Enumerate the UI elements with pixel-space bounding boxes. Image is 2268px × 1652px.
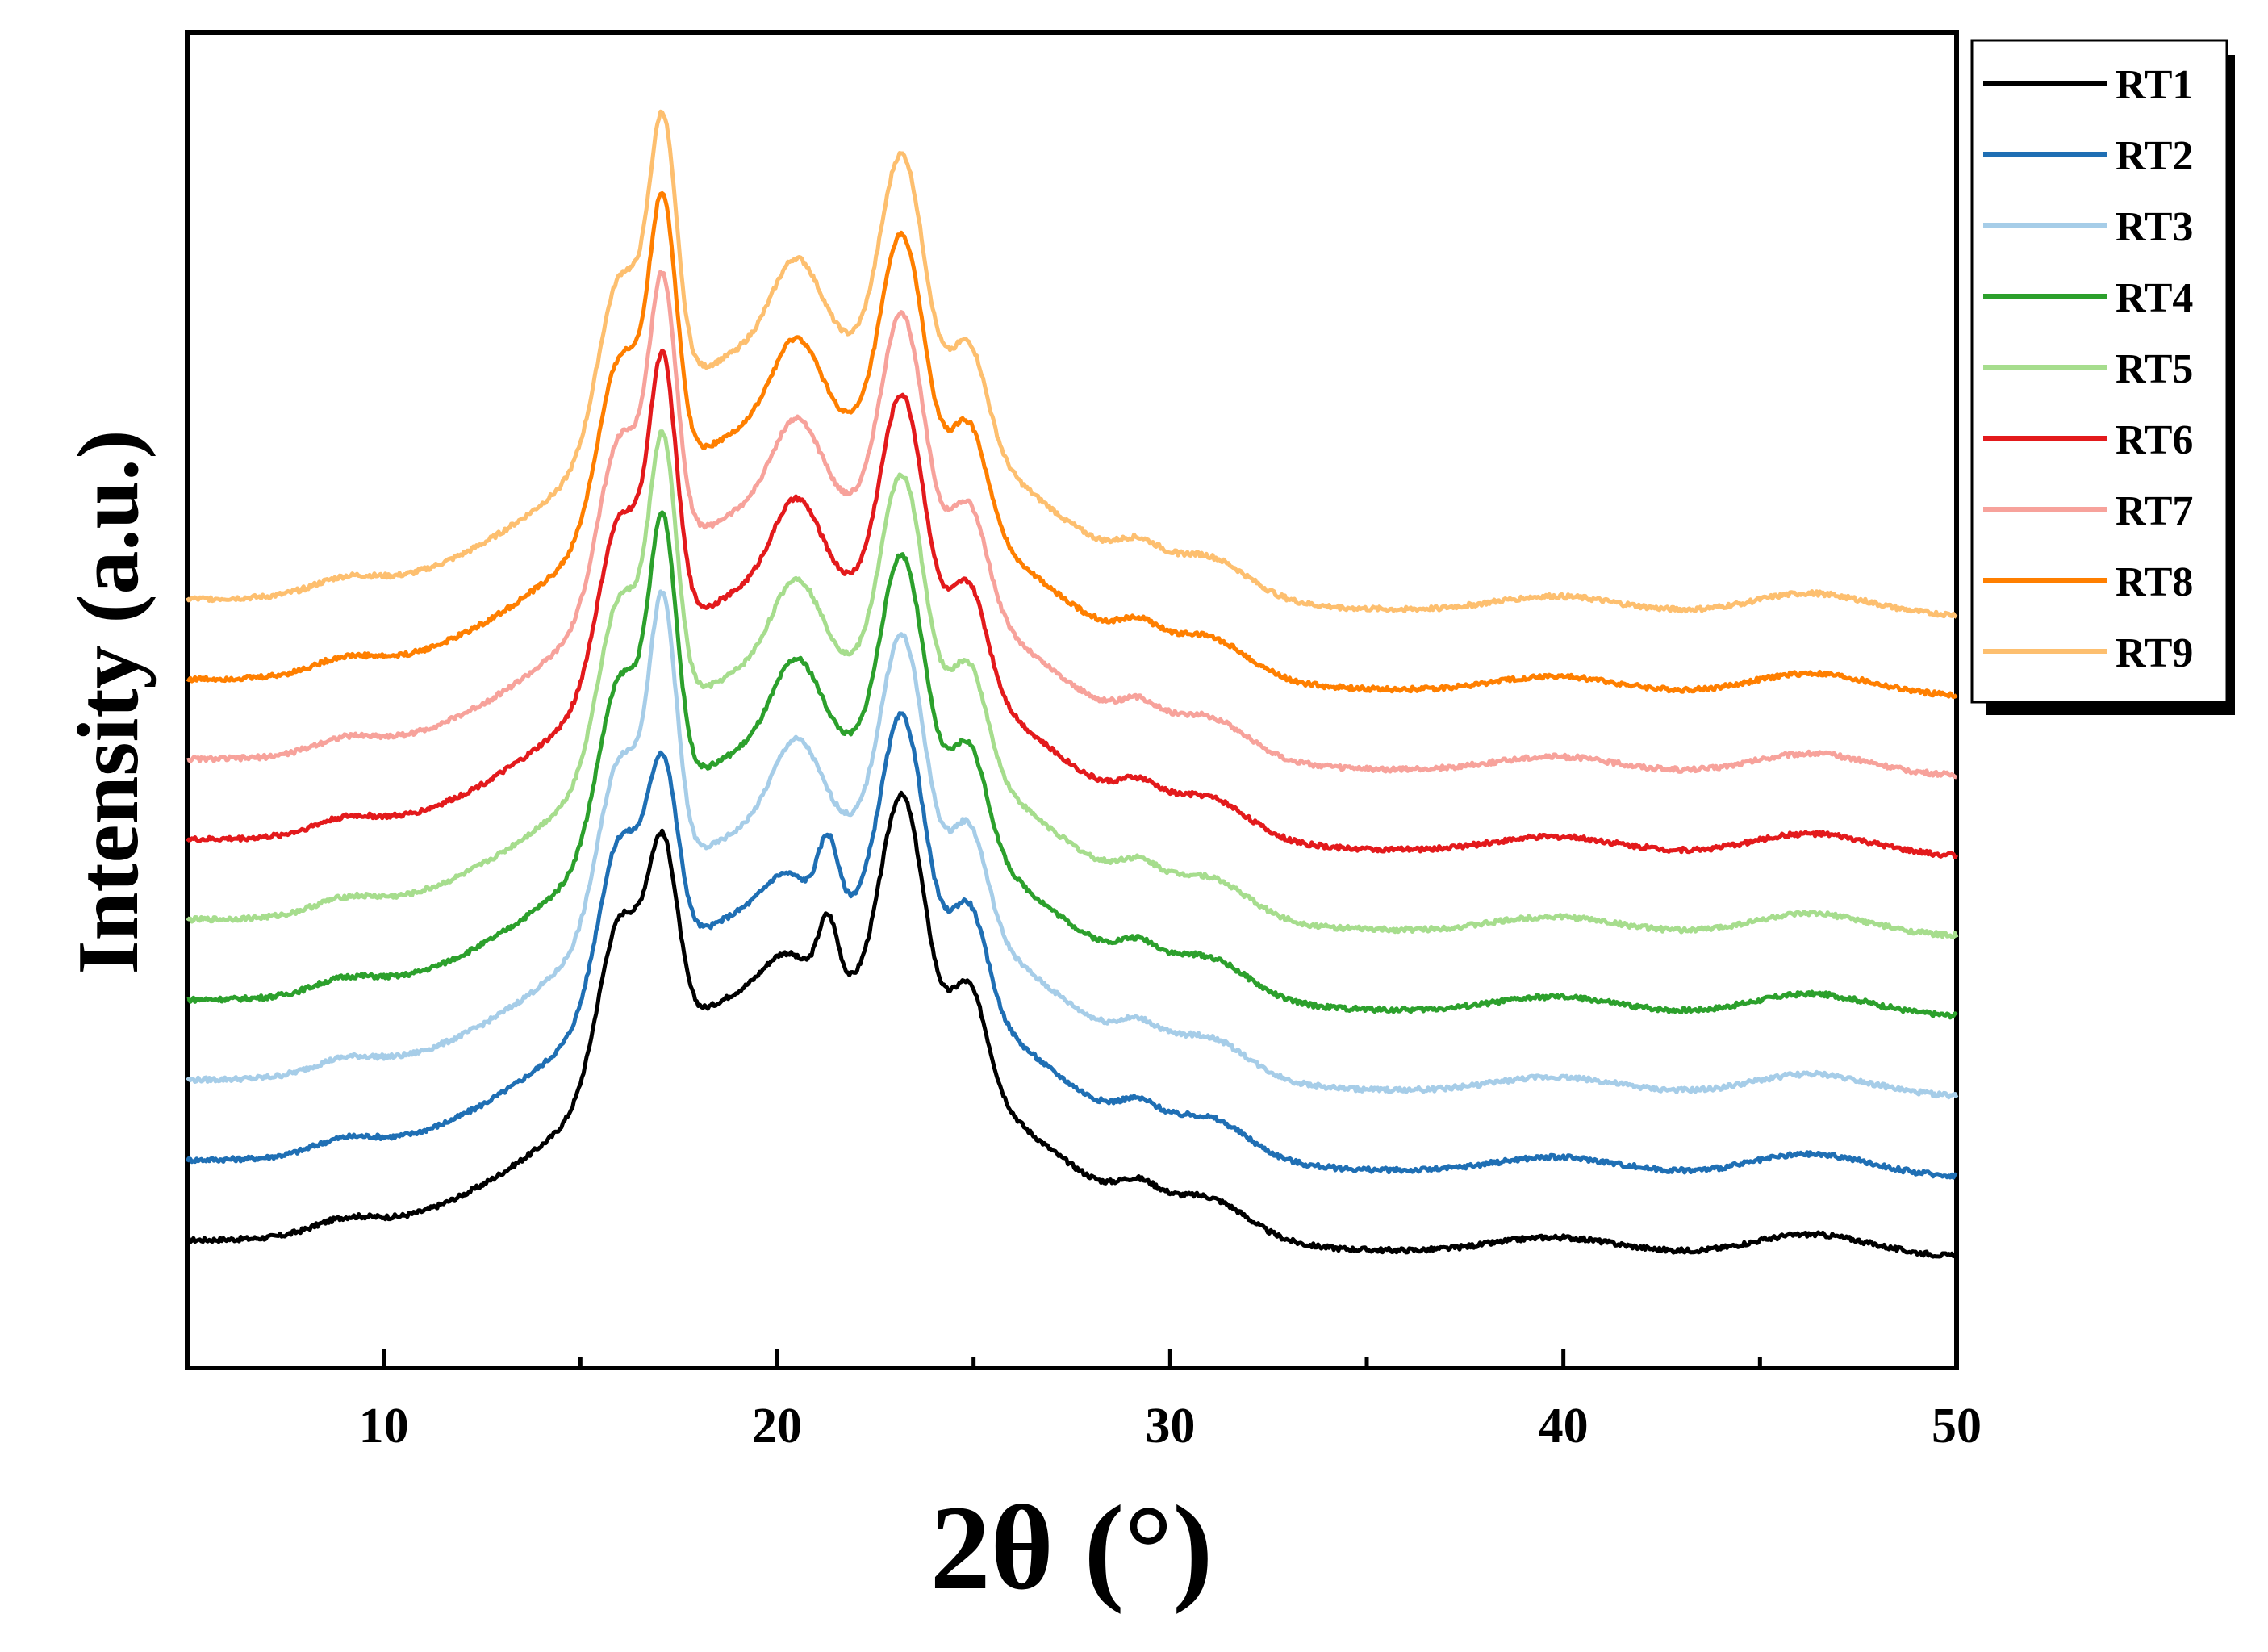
- y-axis-title: Intensity (a.u.): [61, 429, 157, 974]
- legend-label-rt9: RT9: [2116, 630, 2193, 676]
- plot-frame: [185, 30, 1959, 1370]
- legend-label-rt4: RT4: [2116, 275, 2193, 321]
- series-line-rt9: [185, 109, 1958, 619]
- ticks-group: 10 20 30 40 50: [185, 1349, 1982, 1453]
- legend-box: [1970, 39, 2228, 704]
- legend-label-rt6: RT6: [2116, 417, 2193, 463]
- series-line-rt6: [186, 348, 1959, 859]
- series-group: [185, 109, 1959, 1259]
- x-tick-label: 30: [1145, 1399, 1195, 1453]
- legend-label-rt1: RT1: [2116, 62, 2193, 108]
- series-line-rt1: [186, 790, 1959, 1259]
- legend-label-rt7: RT7: [2116, 488, 2193, 534]
- x-tick-label: 40: [1539, 1399, 1589, 1453]
- series-line-rt4: [186, 510, 1958, 1020]
- x-tick-label: 50: [1932, 1399, 1982, 1453]
- legend: RT1 RT2 RT3 RT4 RT5 RT6 RT7 RT8 RT9: [1970, 39, 2235, 715]
- legend-label-rt5: RT5: [2116, 346, 2193, 392]
- x-tick-label: 20: [752, 1399, 802, 1453]
- x-axis-title: 2θ (°): [930, 1481, 1213, 1615]
- series-line-rt8: [186, 190, 1958, 700]
- legend-label-rt2: RT2: [2116, 133, 2193, 179]
- series-line-rt5: [186, 429, 1959, 939]
- series-line-rt7: [186, 270, 1957, 780]
- legend-label-rt8: RT8: [2116, 559, 2193, 605]
- legend-label-rt3: RT3: [2116, 204, 2193, 250]
- series-line-rt3: [186, 589, 1959, 1100]
- series-line-rt2: [185, 711, 1958, 1180]
- x-tick-label: 10: [359, 1399, 409, 1453]
